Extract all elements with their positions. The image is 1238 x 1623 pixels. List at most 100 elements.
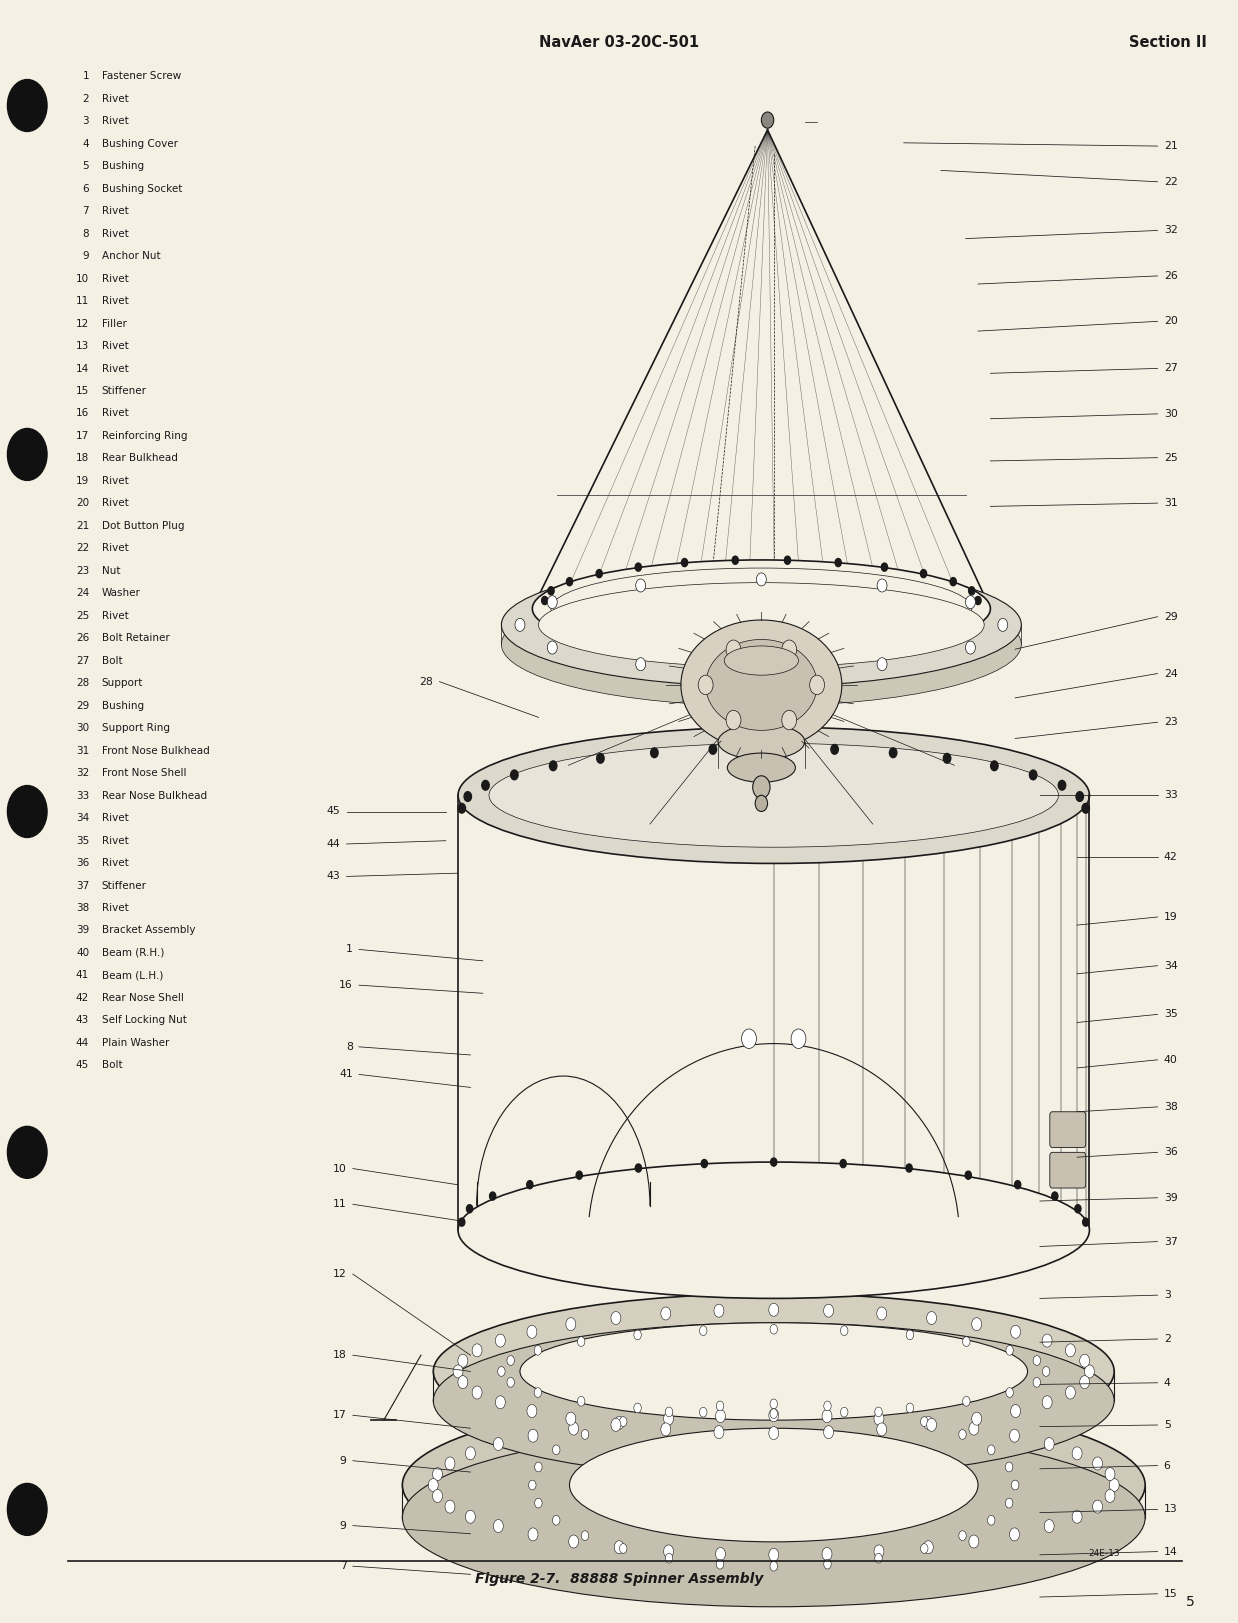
Circle shape (1093, 1457, 1103, 1470)
Text: 12: 12 (333, 1269, 347, 1279)
Text: 9: 9 (339, 1521, 347, 1530)
Circle shape (610, 1419, 620, 1431)
Circle shape (769, 1427, 779, 1440)
Circle shape (1011, 1480, 1019, 1490)
Circle shape (1084, 1365, 1094, 1378)
Circle shape (661, 1423, 671, 1436)
Circle shape (567, 578, 573, 586)
Circle shape (717, 1401, 724, 1410)
Circle shape (534, 1345, 541, 1355)
Text: 40: 40 (76, 948, 89, 958)
Text: 24: 24 (1164, 669, 1177, 678)
Text: 7: 7 (83, 206, 89, 216)
Text: 32: 32 (1164, 226, 1177, 235)
Circle shape (742, 1029, 756, 1048)
Text: 19: 19 (1164, 912, 1177, 922)
Circle shape (494, 1438, 504, 1451)
Circle shape (963, 1337, 971, 1347)
Circle shape (823, 1401, 831, 1410)
Circle shape (1005, 1498, 1013, 1508)
Circle shape (1093, 1500, 1103, 1513)
Circle shape (664, 1545, 673, 1558)
Circle shape (770, 1324, 777, 1334)
Circle shape (635, 1164, 641, 1172)
Circle shape (770, 1409, 777, 1419)
Text: Stiffener: Stiffener (102, 386, 146, 396)
Text: 5: 5 (1186, 1595, 1195, 1608)
FancyBboxPatch shape (1050, 1152, 1086, 1188)
Text: 23: 23 (1164, 717, 1177, 727)
Text: 4: 4 (83, 138, 89, 149)
Circle shape (1044, 1438, 1054, 1451)
Text: Rivet: Rivet (102, 610, 129, 620)
Text: 2: 2 (1164, 1334, 1171, 1344)
Circle shape (906, 1164, 912, 1172)
Text: Rivet: Rivet (102, 364, 129, 373)
Text: Beam (L.H.): Beam (L.H.) (102, 971, 163, 980)
Circle shape (701, 1159, 707, 1167)
Circle shape (535, 1462, 542, 1472)
Text: 4: 4 (1164, 1378, 1171, 1388)
Circle shape (770, 1399, 777, 1409)
Circle shape (1010, 1404, 1020, 1417)
Text: Filler: Filler (102, 318, 126, 328)
Text: Rivet: Rivet (102, 859, 129, 868)
Text: 9: 9 (339, 1456, 347, 1466)
Text: 10: 10 (76, 274, 89, 284)
Circle shape (969, 1422, 979, 1435)
Circle shape (576, 1172, 582, 1180)
Text: 26: 26 (76, 633, 89, 643)
Circle shape (577, 1396, 584, 1406)
Circle shape (635, 563, 641, 571)
Text: 12: 12 (76, 318, 89, 328)
Ellipse shape (433, 1294, 1114, 1449)
Text: 42: 42 (1164, 852, 1177, 862)
Circle shape (634, 1329, 641, 1339)
Circle shape (906, 1404, 914, 1414)
Text: 39: 39 (1164, 1193, 1177, 1203)
Circle shape (841, 1159, 847, 1167)
Circle shape (755, 795, 768, 812)
Circle shape (529, 1480, 536, 1490)
Circle shape (472, 1344, 482, 1357)
Circle shape (526, 1180, 532, 1188)
Circle shape (458, 803, 465, 813)
Circle shape (1042, 1396, 1052, 1409)
Circle shape (769, 1548, 779, 1561)
Circle shape (714, 1425, 724, 1438)
Circle shape (1076, 792, 1083, 802)
Circle shape (990, 761, 998, 771)
Circle shape (506, 1355, 514, 1365)
Text: Rivet: Rivet (102, 274, 129, 284)
Text: 6: 6 (83, 183, 89, 193)
Text: 5: 5 (83, 161, 89, 170)
Circle shape (1042, 1367, 1050, 1376)
Circle shape (582, 1530, 589, 1540)
Circle shape (529, 1527, 539, 1540)
Circle shape (841, 1407, 848, 1417)
Circle shape (1109, 1479, 1119, 1492)
Circle shape (7, 80, 47, 131)
Text: 41: 41 (339, 1070, 353, 1079)
Circle shape (976, 597, 982, 604)
Circle shape (966, 641, 976, 654)
Circle shape (716, 1410, 725, 1423)
Circle shape (542, 597, 548, 604)
Text: 8: 8 (83, 229, 89, 239)
Text: Dot Button Plug: Dot Button Plug (102, 521, 184, 531)
Text: Stiffener: Stiffener (102, 881, 146, 891)
Circle shape (1034, 1355, 1041, 1365)
Text: 27: 27 (1164, 364, 1177, 373)
Text: 44: 44 (327, 839, 340, 849)
Circle shape (761, 112, 774, 128)
Text: 29: 29 (1164, 612, 1177, 622)
Circle shape (782, 711, 797, 730)
Text: 22: 22 (1164, 177, 1177, 187)
Circle shape (924, 1417, 933, 1430)
Circle shape (988, 1516, 995, 1526)
Text: Rivet: Rivet (102, 206, 129, 216)
Circle shape (836, 558, 842, 566)
Circle shape (1030, 769, 1037, 779)
Circle shape (465, 1511, 475, 1524)
Text: Bolt: Bolt (102, 656, 123, 665)
